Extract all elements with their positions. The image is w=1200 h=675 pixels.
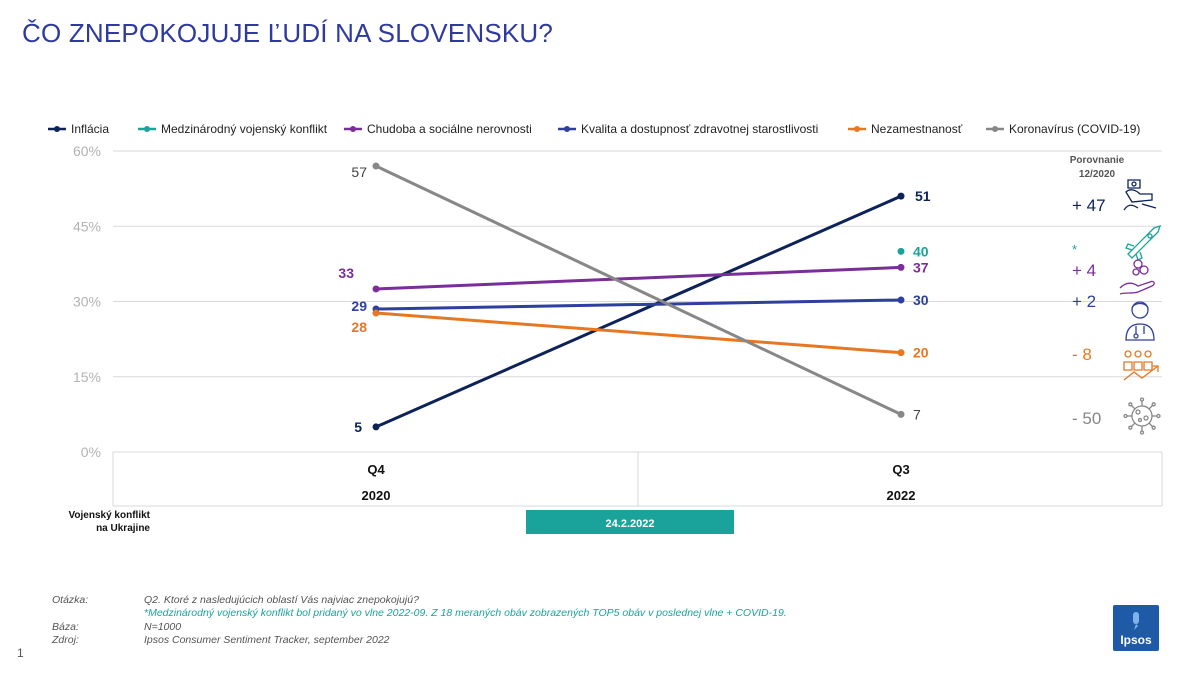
comparison-value: + 47 <box>1072 196 1106 215</box>
comparison-header-line1: Porovnanie <box>1070 155 1125 166</box>
data-label: 7 <box>913 406 921 422</box>
base-label: Báza: <box>52 621 79 633</box>
data-point <box>372 309 380 317</box>
logo-text: Ipsos <box>1120 633 1152 647</box>
wallet-hand-icon <box>1123 179 1157 211</box>
data-label: 30 <box>913 292 929 308</box>
missile-icon <box>1125 224 1162 261</box>
people-chart-icon <box>1123 350 1159 381</box>
event-date-bar <box>526 510 734 534</box>
y-tick-label: 45% <box>73 218 101 234</box>
comparison-header-line2: 12/2020 <box>1079 169 1116 180</box>
y-tick-label: 60% <box>73 143 101 159</box>
series-line-5 <box>375 164 902 416</box>
legend-marker <box>350 126 356 132</box>
data-point <box>897 349 905 357</box>
data-point <box>372 162 380 170</box>
legend-entry: Inflácia <box>71 122 109 136</box>
x-tick-label-quarter: Q3 <box>892 462 909 477</box>
ipsos-logo: Ipsos <box>1113 605 1159 651</box>
legend-entry: Kvalita a dostupnosť zdravotnej starostl… <box>581 122 818 136</box>
data-label: 29 <box>351 298 367 314</box>
legend-marker <box>564 126 570 132</box>
data-point <box>897 192 905 200</box>
data-label: 28 <box>351 319 367 335</box>
footnote-text: *Medzinárodný vojenský konflikt bol prid… <box>144 607 787 619</box>
logo-mark-icon <box>1133 612 1139 630</box>
data-label: 33 <box>338 265 354 281</box>
page-title: ČO ZNEPOKOJUJE ĽUDÍ NA SLOVENSKU? <box>22 18 554 48</box>
x-tick-label-quarter: Q4 <box>367 462 385 477</box>
data-label: 20 <box>913 345 929 361</box>
y-tick-label: 15% <box>73 369 101 385</box>
legend-entry: Koronavírus (COVID-19) <box>1009 122 1140 136</box>
comparison-value: + 2 <box>1072 292 1096 311</box>
comparison-value: - 50 <box>1072 409 1101 428</box>
x-tick-label-year: 2022 <box>887 488 916 503</box>
legend-marker <box>854 126 860 132</box>
event-label-line2: na Ukrajine <box>96 523 150 534</box>
line-chart: 0% 15% 30% 45% 60% Q4 2020 Q3 2022 Inflácia Medzin… <box>48 122 1163 534</box>
event-date-label: 24.2.2022 <box>606 518 655 530</box>
data-label: 51 <box>915 188 931 204</box>
data-point <box>372 423 380 431</box>
data-point <box>372 285 380 293</box>
data-point <box>897 247 905 255</box>
question-text: Q2. Ktoré z nasledujúcich oblastí Vás na… <box>144 594 419 606</box>
source-label: Zdroj: <box>52 634 79 646</box>
data-label: 57 <box>351 164 367 180</box>
x-tick-label-year: 2020 <box>362 488 391 503</box>
series-line-4 <box>375 311 902 355</box>
y-tick-label: 30% <box>73 294 101 310</box>
series-line-3 <box>375 298 902 311</box>
legend-marker <box>144 126 150 132</box>
legend-entry: Nezamestnanosť <box>871 122 963 136</box>
data-point <box>897 410 905 418</box>
comparison-value: + 4 <box>1072 261 1096 280</box>
series-line-2 <box>375 265 902 291</box>
y-tick-label: 0% <box>81 444 101 460</box>
page-number: 1 <box>17 646 24 660</box>
series-line-0 <box>375 194 902 429</box>
coins-hand-icon <box>1119 259 1155 295</box>
data-label: 40 <box>913 243 929 259</box>
data-point <box>897 296 905 304</box>
comparison-value: - 8 <box>1072 345 1092 364</box>
legend-marker <box>54 126 60 132</box>
question-label: Otázka: <box>52 594 89 606</box>
legend-entry: Medzinárodný vojenský konflikt <box>161 122 328 136</box>
doctor-icon <box>1125 301 1155 341</box>
legend-marker <box>992 126 998 132</box>
virus-icon <box>1123 397 1161 435</box>
source-text: Ipsos Consumer Sentiment Tracker, septem… <box>144 634 390 646</box>
base-text: N=1000 <box>144 621 182 633</box>
data-point <box>897 263 905 271</box>
comparison-value: * <box>1072 242 1077 257</box>
data-label: 5 <box>354 419 362 435</box>
event-label-line1: Vojenský konflikt <box>68 510 150 521</box>
legend-entry: Chudoba a sociálne nerovnosti <box>367 122 532 136</box>
data-label: 37 <box>913 259 929 275</box>
